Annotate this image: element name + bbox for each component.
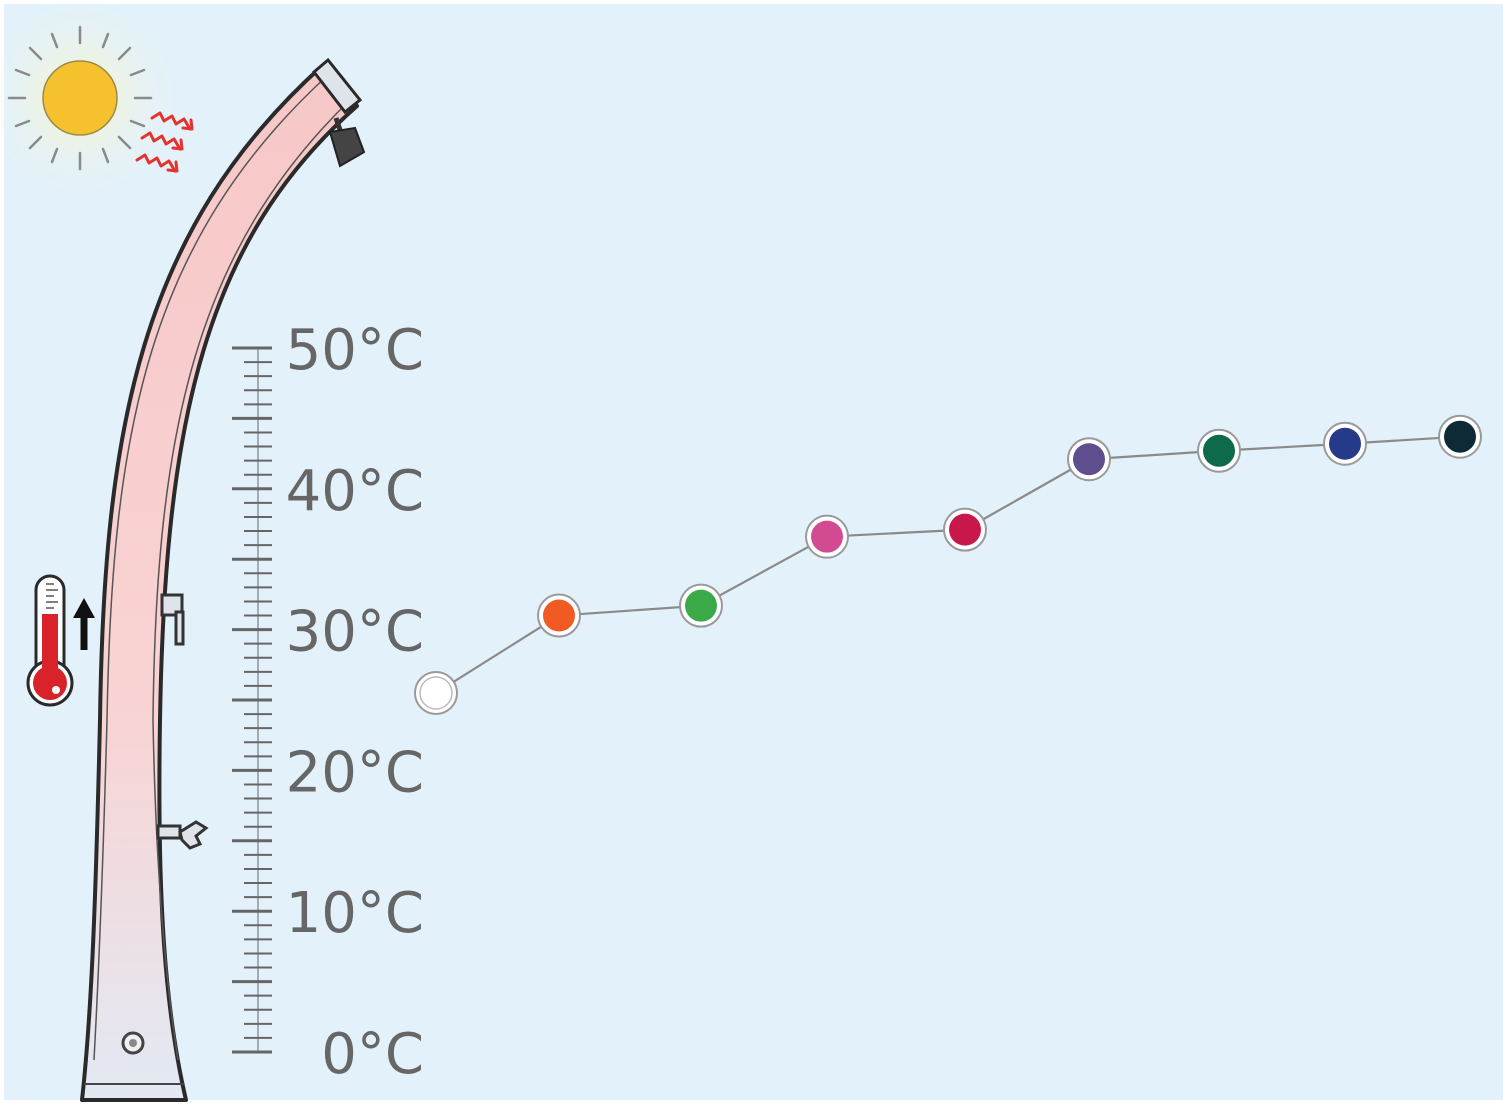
series-markers [414,414,1482,715]
y-tick-label: 20°C [286,740,424,805]
drain-icon [121,1031,145,1055]
y-tick-label: 30°C [286,600,424,665]
data-point [685,589,717,622]
heat-arrows-icon [135,111,194,173]
up-arrow-icon [73,598,95,650]
shower-head-icon [328,117,366,168]
data-point [1329,427,1361,460]
y-tick-label: 0°C [321,1022,424,1087]
y-axis-tick-labels: 0°C 10°C 20°C 30°C 40°C 50°C [286,318,424,1087]
data-point [1444,420,1476,453]
solar-shower-icon [80,57,366,1102]
y-tick-label: 40°C [286,459,424,524]
data-point [1073,443,1105,476]
thermometer-rising-icon [26,574,95,707]
foot-tap-icon [156,820,209,850]
mixer-lever-icon [160,593,185,646]
y-axis-ruler [232,346,272,1054]
data-point [419,676,453,710]
y-tick-label: 10°C [286,881,424,946]
y-tick-label: 50°C [286,318,424,383]
data-point [949,513,981,546]
sun-icon [0,0,185,203]
data-point [543,599,575,632]
data-point [811,520,843,553]
data-point [1203,434,1235,467]
